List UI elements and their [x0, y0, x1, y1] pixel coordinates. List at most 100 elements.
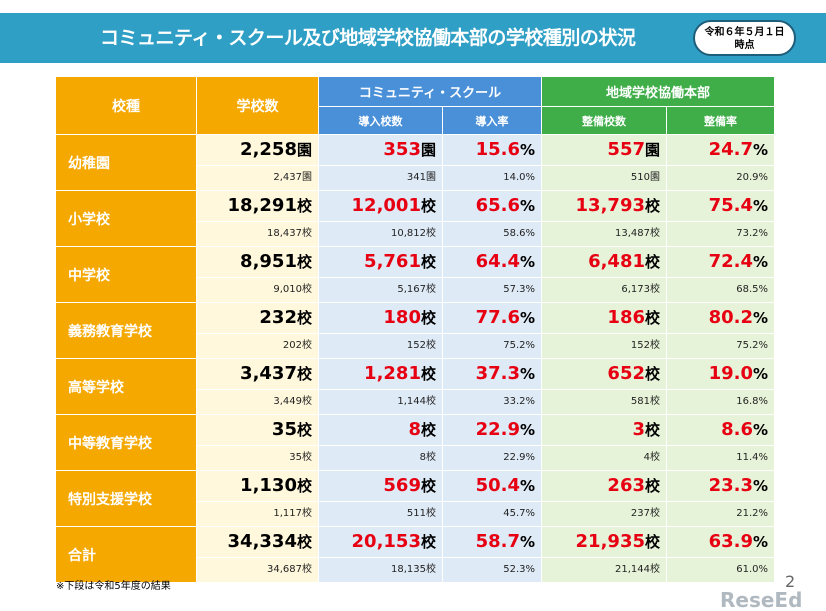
school-count-value: 2,258: [240, 139, 297, 160]
hq-count-value: 557: [607, 139, 645, 160]
school-count-unit: 園: [296, 141, 312, 159]
cs-count-previous: 152校: [318, 333, 443, 359]
cs-rate-previous: 45.7%: [441, 501, 543, 527]
hq-count-previous: 6,173校: [541, 277, 668, 303]
hq-count: 3校: [541, 414, 668, 446]
table-row-previous: 3,449校 1,144校 33.2% 581校 16.8%: [56, 389, 776, 415]
hq-rate: 8.6%: [666, 414, 776, 446]
cs-count: 8校: [318, 414, 443, 446]
hq-count-unit: 校: [645, 253, 661, 271]
table-row: 幼稚園 2,258園 353園 15.6% 557園 24.7%: [55, 134, 776, 191]
school-count-previous: 2,437園: [196, 165, 319, 191]
page-title: コミュニティ・スクール及び地域学校協働本部の学校種別の状況: [100, 27, 636, 49]
footnote: ※下段は令和5年度の結果: [56, 581, 171, 592]
header-regional-hq: 地域学校協働本部: [541, 76, 776, 107]
hq-rate-previous: 68.5%: [666, 277, 776, 303]
cs-rate-unit: %: [519, 253, 536, 271]
school-count: 2,258園: [196, 134, 319, 166]
school-count: 18,291校: [196, 190, 319, 222]
hq-count-unit: 校: [645, 477, 661, 495]
school-count-value: 232: [259, 307, 297, 328]
hq-count-value: 6,481: [588, 251, 645, 272]
cs-count-previous: 18,135校: [318, 557, 443, 583]
cs-rate-value: 77.6: [475, 307, 520, 328]
cs-rate-previous: 52.3%: [441, 557, 543, 583]
cs-count-unit: 校: [420, 253, 436, 271]
school-count-unit: 校: [296, 533, 312, 551]
cs-rate-unit: %: [519, 309, 536, 327]
school-type-label: 中等教育学校: [55, 414, 197, 471]
school-count-previous: 202校: [196, 333, 319, 359]
cs-rate-previous: 75.2%: [441, 333, 543, 359]
table-row: 義務教育学校 232校 180校 77.6% 186校 80.2%: [55, 302, 776, 359]
cs-count-unit: 校: [420, 477, 436, 495]
table-row: 合計 34,334校 20,153校 58.7% 21,935校 63.9%: [55, 526, 776, 583]
cs-count-previous: 1,144校: [318, 389, 443, 415]
cs-count-unit: 校: [420, 421, 436, 439]
cs-count-value: 5,761: [364, 251, 421, 272]
resed-logo: ReseEd: [720, 588, 802, 611]
school-count-value: 34,334: [227, 531, 297, 552]
header-cs-count: 導入校数: [318, 106, 443, 135]
hq-count-unit: 園: [645, 141, 661, 159]
hq-rate-previous: 11.4%: [666, 445, 776, 471]
cs-count-unit: 校: [420, 197, 436, 215]
school-type-label: 義務教育学校: [55, 302, 197, 359]
hq-count-previous: 581校: [541, 389, 668, 415]
title-banner: コミュニティ・スクール及び地域学校協働本部の学校種別の状況 令和６年５月１日 時…: [0, 13, 826, 63]
school-type-label: 特別支援学校: [55, 470, 197, 527]
cs-rate-value: 58.7: [475, 531, 520, 552]
cs-count: 180校: [318, 302, 443, 334]
school-type-label: 幼稚園: [55, 134, 197, 191]
table-row-previous: 1,117校 511校 45.7% 237校 21.2%: [56, 501, 776, 527]
hq-rate-unit: %: [753, 533, 769, 551]
cs-count: 5,761校: [318, 246, 443, 278]
hq-rate-value: 8.6: [721, 419, 753, 440]
hq-count-previous: 510園: [541, 165, 668, 191]
school-count: 3,437校: [196, 358, 319, 390]
hq-rate-previous: 61.0%: [666, 557, 776, 583]
cs-count-unit: 校: [420, 309, 436, 327]
cs-count: 20,153校: [318, 526, 443, 558]
hq-count-value: 263: [607, 475, 645, 496]
cs-rate: 58.7%: [441, 526, 543, 558]
hq-count-value: 3: [632, 419, 645, 440]
cs-count: 1,281校: [318, 358, 443, 390]
hq-rate-unit: %: [753, 309, 769, 327]
hq-rate-previous: 21.2%: [666, 501, 776, 527]
hq-rate-previous: 20.9%: [666, 165, 776, 191]
hq-count-value: 13,793: [575, 195, 645, 216]
table-row: 特別支援学校 1,130校 569校 50.4% 263校 23.3%: [55, 470, 776, 527]
hq-rate: 72.4%: [666, 246, 776, 278]
school-count: 34,334校: [196, 526, 319, 558]
cs-rate-unit: %: [519, 365, 536, 383]
cs-rate-unit: %: [519, 197, 536, 215]
school-type-label: 中学校: [55, 246, 197, 303]
cs-count-unit: 校: [420, 365, 436, 383]
school-type-label: 合計: [55, 526, 197, 583]
cs-count-value: 8: [408, 419, 421, 440]
hq-count: 557園: [541, 134, 668, 166]
cs-count-previous: 341園: [318, 165, 443, 191]
cs-rate: 37.3%: [441, 358, 543, 390]
cs-count-previous: 511校: [318, 501, 443, 527]
hq-count-unit: 校: [645, 365, 661, 383]
hq-rate: 80.2%: [666, 302, 776, 334]
hq-count: 263校: [541, 470, 668, 502]
hq-rate-unit: %: [753, 477, 769, 495]
school-count: 1,130校: [196, 470, 319, 502]
hq-count-previous: 21,144校: [541, 557, 668, 583]
header-school-count: 学校数: [196, 76, 319, 135]
school-type-label: 高等学校: [55, 358, 197, 415]
hq-count-unit: 校: [645, 533, 661, 551]
cs-rate: 65.6%: [441, 190, 543, 222]
table-row-previous: 34,687校 18,135校 52.3% 21,144校 61.0%: [56, 557, 776, 583]
cs-count-value: 569: [383, 475, 421, 496]
school-count-value: 8,951: [240, 251, 297, 272]
hq-count: 186校: [541, 302, 668, 334]
school-count-unit: 校: [296, 309, 312, 327]
hq-rate-unit: %: [753, 197, 769, 215]
school-status-table: 校種 学校数 コミュニティ・スクール 地域学校協働本部 導入校数 導入率 整備校…: [55, 76, 776, 583]
cs-count-previous: 10,812校: [318, 221, 443, 247]
date-badge: 令和６年５月１日 時点: [693, 20, 796, 56]
